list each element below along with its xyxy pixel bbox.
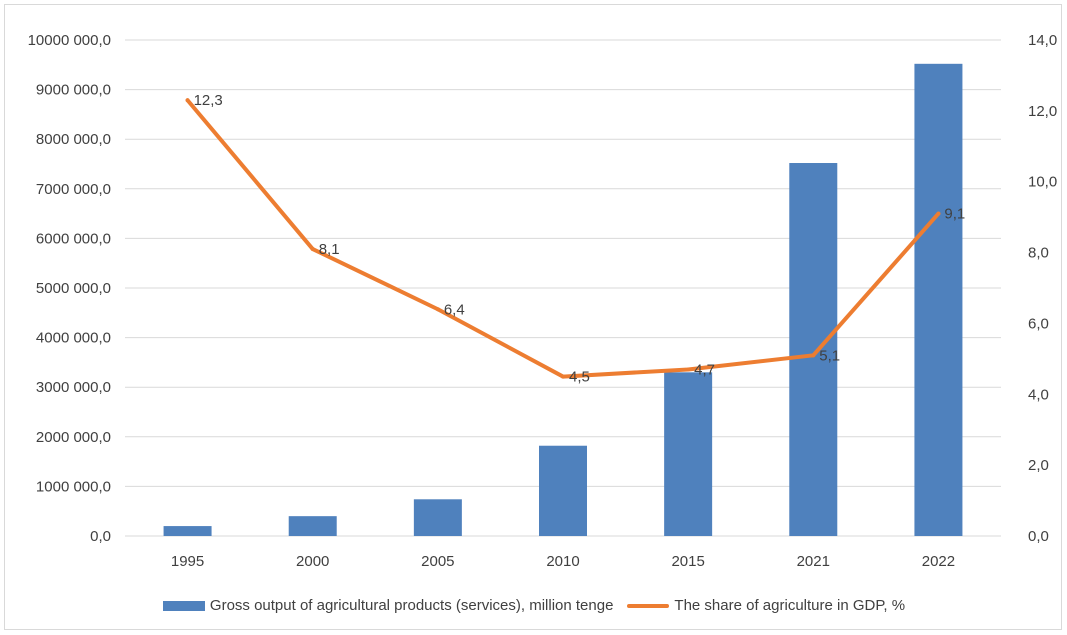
y-left-tick-label: 0,0 bbox=[90, 528, 111, 545]
line-point bbox=[686, 367, 691, 372]
legend-swatch-line bbox=[627, 603, 670, 608]
data-label: 6,4 bbox=[444, 301, 465, 318]
y-left-tick-label: 6000 000,0 bbox=[36, 230, 111, 247]
legend-label-line: The share of agriculture in GDP, % bbox=[674, 597, 906, 614]
x-tick-label: 2015 bbox=[671, 553, 704, 570]
legend-item-bar: Gross output of agricultural products (s… bbox=[162, 597, 614, 614]
x-tick-label: 2022 bbox=[922, 553, 955, 570]
y-right-tick-label: 10,0 bbox=[1028, 174, 1057, 191]
bar bbox=[539, 445, 587, 536]
x-tick-label: 2021 bbox=[797, 553, 830, 570]
y-left-tick-label: 7000 000,0 bbox=[36, 181, 111, 198]
data-label: 8,1 bbox=[319, 241, 340, 258]
bar bbox=[914, 63, 963, 537]
bar bbox=[664, 372, 713, 536]
line-point bbox=[561, 374, 565, 379]
y-left-tick-label: 8000 000,0 bbox=[36, 131, 111, 148]
bar bbox=[413, 499, 462, 536]
line-point bbox=[310, 247, 315, 252]
line-point bbox=[185, 98, 190, 103]
y-right-tick-label: 0,0 bbox=[1028, 528, 1049, 545]
y-left-tick-label: 3000 000,0 bbox=[36, 379, 111, 396]
bar bbox=[789, 163, 838, 536]
line-point bbox=[936, 211, 941, 216]
x-tick-label: 2010 bbox=[546, 553, 579, 570]
y-left-tick-label: 10000 000,0 bbox=[28, 32, 111, 49]
bar bbox=[163, 526, 212, 536]
legend-swatch-bar bbox=[162, 600, 205, 611]
y-right-tick-label: 2,0 bbox=[1028, 457, 1049, 474]
line-point bbox=[811, 353, 816, 358]
y-left-tick-label: 4000 000,0 bbox=[36, 330, 111, 347]
y-right-tick-label: 4,0 bbox=[1028, 386, 1049, 403]
chart-frame: 0,0 1000 000,0 2000 000,0 3000 000,0 4000 00… bbox=[4, 4, 1062, 630]
y-right-tick-label: 12,0 bbox=[1028, 103, 1057, 120]
x-tick-label: 2005 bbox=[421, 553, 454, 570]
y-left-tick-label: 5000 000,0 bbox=[36, 280, 111, 297]
combo-chart: 0,0 1000 000,0 2000 000,0 3000 000,0 4000 00… bbox=[28, 32, 1058, 570]
y-right-tick-label: 8,0 bbox=[1028, 245, 1049, 262]
y-right-tick-label: 6,0 bbox=[1028, 315, 1049, 332]
data-label: 5,1 bbox=[819, 347, 840, 364]
bar bbox=[288, 516, 337, 536]
line-point bbox=[435, 307, 440, 312]
data-label: 4,7 bbox=[694, 361, 715, 378]
data-label: 4,5 bbox=[569, 369, 590, 386]
data-label: 9,1 bbox=[944, 206, 965, 223]
y-right-tick-label: 14,0 bbox=[1028, 32, 1057, 49]
legend-label-bar: Gross output of agricultural products (s… bbox=[209, 597, 614, 614]
y-left-tick-label: 9000 000,0 bbox=[36, 82, 111, 99]
legend-item-line: The share of agriculture in GDP, % bbox=[627, 597, 905, 614]
y-left-tick-label: 2000 000,0 bbox=[36, 429, 111, 446]
data-label: 12,3 bbox=[194, 92, 223, 109]
x-tick-label: 2000 bbox=[296, 553, 329, 570]
x-tick-label: 1995 bbox=[171, 553, 204, 570]
y-left-tick-label: 1000 000,0 bbox=[36, 478, 111, 495]
legend: Gross output of agricultural products (s… bbox=[5, 597, 1063, 614]
